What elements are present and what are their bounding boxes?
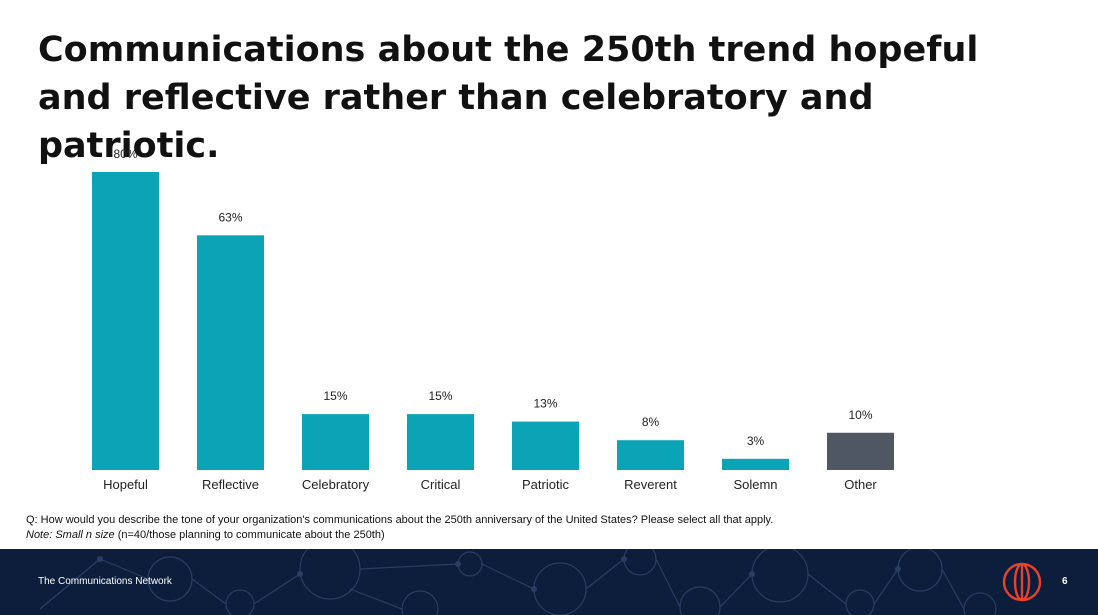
data-label-critical: 15% — [428, 389, 452, 403]
organization-name: The Communications Network — [38, 576, 172, 587]
bar-chart: 80% 63% 15% 15% 13% 8% 3% 10% Hopeful Reflective… — [92, 147, 894, 492]
category-labels-layer: Hopeful Reflective Celebratory Critical Patr… — [103, 477, 877, 492]
bar-reflective — [197, 235, 264, 470]
bar-hopeful — [92, 172, 159, 470]
data-label-hopeful: 80% — [113, 147, 137, 161]
bar-critical — [407, 414, 474, 470]
category-label-celebratory: Celebratory — [302, 477, 370, 492]
data-label-reflective: 63% — [218, 210, 242, 224]
bar-celebratory — [302, 414, 369, 470]
category-label-hopeful: Hopeful — [103, 477, 148, 492]
category-label-other: Other — [844, 477, 877, 492]
category-label-reverent: Reverent — [624, 477, 677, 492]
category-label-critical: Critical — [421, 477, 461, 492]
survey-question: Q: How would you describe the tone of yo… — [26, 514, 774, 526]
network-pattern-decoration — [39, 549, 997, 615]
category-label-patriotic: Patriotic — [522, 477, 569, 492]
bar-patriotic — [512, 421, 579, 470]
category-label-solemn: Solemn — [733, 477, 777, 492]
data-label-solemn: 3% — [747, 434, 765, 448]
footer: The Communications Network 6 — [0, 549, 1098, 615]
data-label-other: 10% — [848, 408, 872, 422]
data-label-reverent: 8% — [642, 415, 660, 429]
bar-solemn — [722, 458, 789, 470]
category-label-reflective: Reflective — [202, 477, 259, 492]
note-text: (n=40/those planning to communicate abou… — [114, 529, 385, 541]
data-label-patriotic: 13% — [533, 397, 557, 411]
bar-other — [827, 432, 894, 470]
note-label: Note: Small n size — [26, 529, 115, 541]
data-labels-layer: 80% 63% 15% 15% 13% 8% 3% 10% — [113, 147, 872, 448]
bars-layer — [92, 172, 894, 470]
communications-network-logo-icon — [1002, 562, 1042, 602]
bar-reverent — [617, 440, 684, 470]
page-number: 6 — [1062, 576, 1068, 587]
slide-title: Communications about the 250th trend hop… — [38, 30, 979, 166]
data-label-celebratory: 15% — [323, 389, 347, 403]
sample-note: Note: Small n size (n=40/those planning … — [26, 528, 385, 543]
